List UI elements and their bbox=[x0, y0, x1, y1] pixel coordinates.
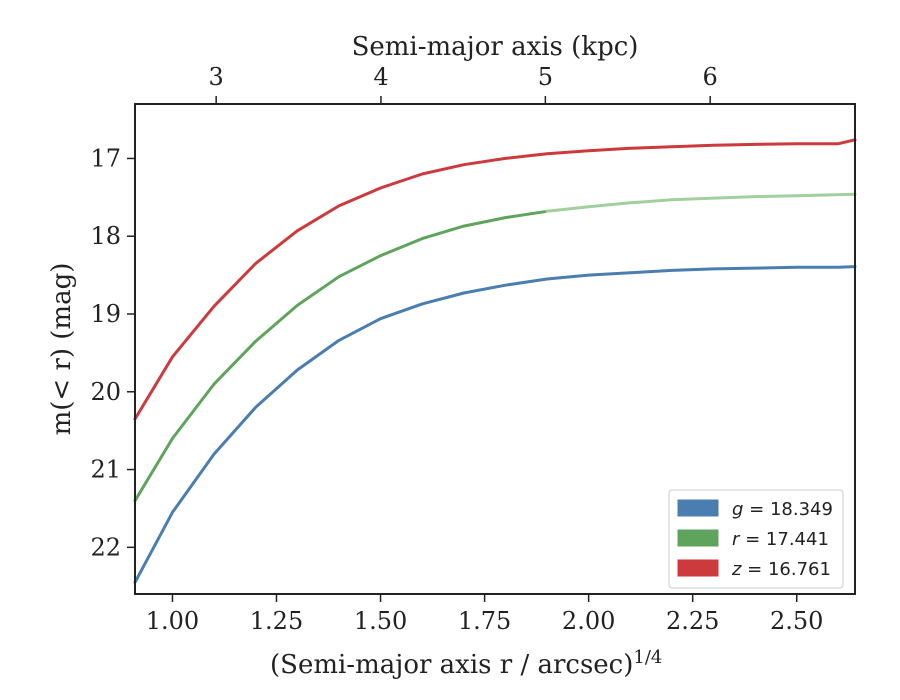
y-tick-label: 20 bbox=[90, 378, 121, 406]
top-x-tick-label: 6 bbox=[703, 63, 718, 91]
x-tick-label: 2.50 bbox=[770, 607, 823, 635]
legend-entry-g: g = 18.349 bbox=[732, 499, 833, 520]
y-axis-title: m(< r) (mag) bbox=[47, 263, 77, 436]
series-line-r bbox=[133, 209, 549, 503]
x-tick-label: 2.25 bbox=[666, 607, 719, 635]
series-curves bbox=[133, 138, 857, 584]
x-axis-title-main: (Semi-major axis r / arcsec) bbox=[270, 650, 633, 680]
legend-symbol: g bbox=[732, 499, 743, 520]
x-axis-title-superscript: 1/4 bbox=[633, 647, 662, 668]
legend-entry-z: z = 16.761 bbox=[731, 559, 831, 580]
y-tick-label: 18 bbox=[90, 222, 121, 250]
bottom-x-axis: 1.00 1.25 1.50 1.75 2.00 2.25 2.50 bbox=[146, 594, 823, 635]
x-axis-title: (Semi-major axis r / arcsec)1/4 bbox=[270, 647, 662, 680]
legend-value: = 16.761 bbox=[741, 559, 831, 580]
x-tick-label: 1.00 bbox=[146, 607, 199, 635]
legend-entry-r: r = 17.441 bbox=[732, 529, 829, 550]
series-line-r-faded bbox=[545, 192, 857, 213]
legend-value: = 17.441 bbox=[739, 529, 829, 550]
legend-symbol: r bbox=[732, 529, 741, 550]
plot-frame bbox=[134, 103, 856, 595]
y-tick-label: 19 bbox=[90, 300, 121, 328]
y-tick-label: 21 bbox=[90, 456, 121, 484]
legend-swatch-r bbox=[677, 529, 719, 547]
series-line-g bbox=[133, 265, 857, 584]
legend-symbol: z bbox=[731, 559, 742, 580]
top-x-tick-label: 3 bbox=[209, 63, 224, 91]
top-x-tick-label: 4 bbox=[373, 63, 388, 91]
left-y-axis: 17 18 19 20 21 22 bbox=[90, 144, 135, 561]
y-tick-label: 22 bbox=[90, 533, 121, 561]
x-tick-label: 1.50 bbox=[354, 607, 407, 635]
series-line-z bbox=[133, 138, 857, 421]
legend-swatch-g bbox=[677, 499, 719, 517]
top-x-axis: 3 4 5 6 bbox=[209, 63, 718, 104]
x-tick-label: 2.00 bbox=[562, 607, 615, 635]
x-tick-label: 1.25 bbox=[250, 607, 303, 635]
legend-value: = 18.349 bbox=[743, 499, 833, 520]
x-tick-label: 1.75 bbox=[458, 607, 511, 635]
legend-swatch-z bbox=[677, 559, 719, 577]
top-x-tick-label: 5 bbox=[538, 63, 553, 91]
top-axis-title: Semi-major axis (kpc) bbox=[352, 32, 639, 62]
y-tick-label: 17 bbox=[90, 144, 121, 172]
